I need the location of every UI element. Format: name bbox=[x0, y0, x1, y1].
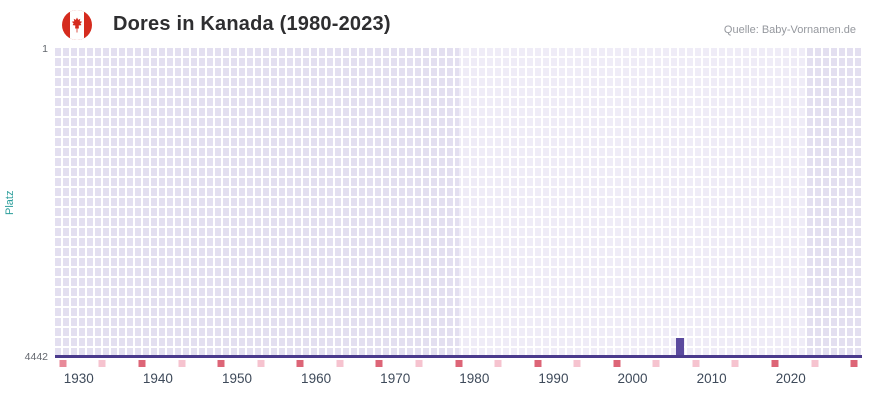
bottom-marker bbox=[771, 360, 779, 367]
plot-area bbox=[55, 48, 862, 358]
y-axis-label: Platz bbox=[4, 190, 16, 216]
y-tick-min: 4442 bbox=[24, 351, 48, 363]
bottom-marker-strip bbox=[55, 360, 862, 368]
bottom-marker bbox=[138, 360, 146, 367]
bottom-marker bbox=[296, 360, 304, 367]
bottom-marker bbox=[652, 360, 660, 367]
x-tick-label: 1960 bbox=[301, 371, 332, 386]
x-tick-label: 1930 bbox=[63, 371, 94, 386]
x-tick-label: 2010 bbox=[696, 371, 727, 386]
bottom-marker bbox=[534, 360, 542, 367]
x-tick-label: 1940 bbox=[142, 371, 173, 386]
bottom-marker bbox=[98, 360, 106, 367]
x-tick-label: 2000 bbox=[617, 371, 648, 386]
bottom-marker bbox=[692, 360, 700, 367]
x-axis-tick-row: 1930 1940 1950 1960 1970 1980 1990 2000 2010 2020 bbox=[55, 371, 862, 391]
bottom-marker bbox=[850, 360, 858, 367]
bottom-marker bbox=[613, 360, 621, 367]
bottom-marker bbox=[415, 360, 423, 367]
canada-flag-icon bbox=[62, 10, 92, 40]
bottom-marker bbox=[59, 360, 67, 367]
bottom-marker bbox=[257, 360, 265, 367]
bottom-marker bbox=[217, 360, 225, 367]
y-tick-max: 1 bbox=[42, 43, 48, 55]
bottom-marker bbox=[573, 360, 581, 367]
source-link[interactable]: Quelle: Baby-Vornamen.de bbox=[723, 24, 856, 36]
chart-title: Dores in Kanada (1980-2023) bbox=[113, 13, 391, 35]
x-tick-label: 1980 bbox=[459, 371, 490, 386]
bottom-marker bbox=[731, 360, 739, 367]
bottom-marker bbox=[336, 360, 344, 367]
bottom-marker bbox=[811, 360, 819, 367]
grid-overlay bbox=[55, 48, 862, 358]
rank-bar bbox=[676, 337, 685, 358]
baseline-series bbox=[55, 355, 862, 358]
x-tick-label: 2020 bbox=[775, 371, 806, 386]
bottom-marker bbox=[494, 360, 502, 367]
bottom-marker bbox=[178, 360, 186, 367]
x-tick-label: 1970 bbox=[380, 371, 411, 386]
x-tick-label: 1950 bbox=[221, 371, 252, 386]
bottom-marker bbox=[455, 360, 462, 367]
x-tick-label: 1990 bbox=[538, 371, 569, 386]
bottom-marker bbox=[375, 360, 383, 367]
